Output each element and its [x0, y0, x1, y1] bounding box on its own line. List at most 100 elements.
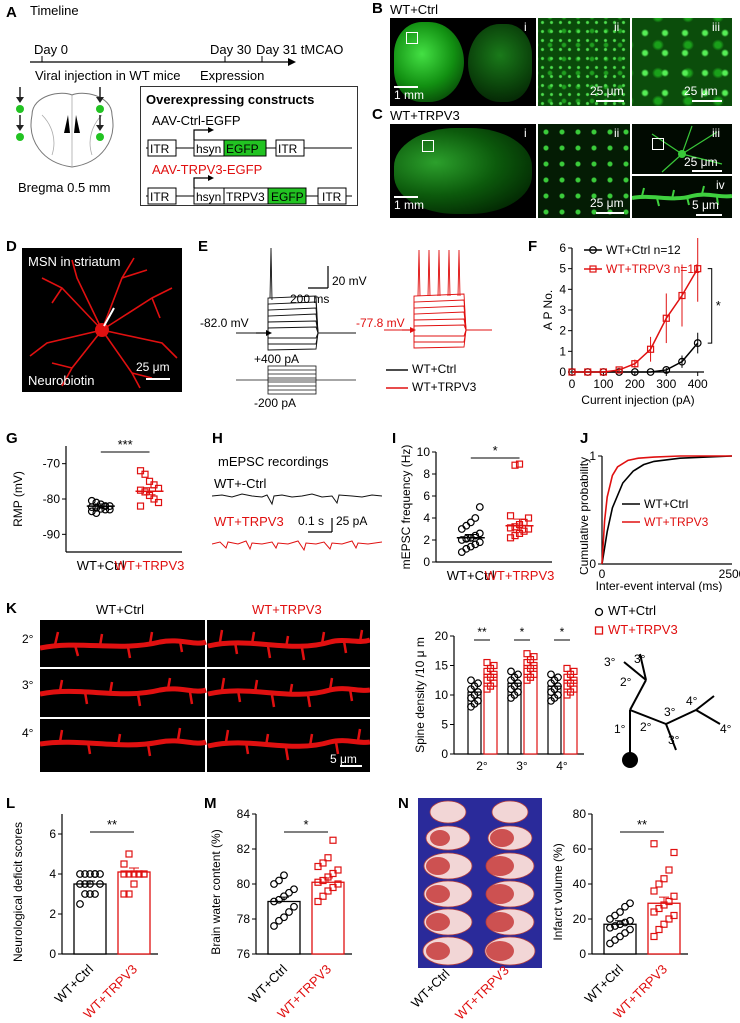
i-point — [462, 534, 471, 543]
j-legend-label: WT+Ctrl — [644, 497, 688, 511]
l-point — [86, 890, 94, 898]
panel-j-label: J — [580, 430, 589, 447]
b-zoom-image — [632, 18, 732, 106]
l-point — [81, 890, 89, 898]
e-v-ctrl: -82.0 mV — [200, 316, 249, 330]
m-point — [270, 922, 278, 930]
day0-label: Day 0 — [34, 42, 68, 57]
l-point — [120, 890, 128, 898]
ctrl-itr-left: ITR — [150, 142, 170, 156]
brain-section-diagram — [16, 87, 114, 168]
l-y-tick-label: 0 — [49, 947, 56, 961]
n-point — [626, 899, 634, 908]
m-y-tick-label: 76 — [237, 947, 251, 961]
trpv3-construct-map — [146, 175, 352, 205]
m-y-tick-label: 82 — [237, 842, 251, 856]
day31-label: Day 31 tMCAO — [256, 42, 344, 57]
i-point — [520, 527, 528, 535]
panel-b-title: WT+Ctrl — [390, 2, 439, 17]
g-y-tick-label: -70 — [43, 457, 61, 471]
ctrl-construct-name: AAV-Ctrl-EGFP — [152, 113, 241, 128]
f-point — [678, 291, 686, 300]
l-point — [120, 870, 128, 878]
f-point — [678, 357, 686, 366]
day30-label: Day 30 — [210, 42, 252, 57]
m-point — [334, 880, 342, 888]
f-sig-label: * — [716, 298, 721, 313]
f-legend-point — [589, 246, 597, 254]
m-point — [324, 854, 332, 862]
c-scale-mm: 1 mm — [394, 198, 424, 212]
l-x-label-ctrl: WT+Ctrl — [52, 961, 97, 1006]
m-point — [334, 866, 342, 874]
n-y-tick-label: 40 — [573, 877, 587, 891]
k-tree-label-5: 3° — [664, 705, 676, 719]
g-y-label: RMP (mV) — [11, 471, 25, 527]
panel-i-label: I — [392, 430, 397, 447]
panel-b-label: B — [372, 0, 383, 17]
g-point — [141, 470, 149, 478]
i-point — [511, 461, 519, 469]
m-point — [314, 878, 322, 886]
n-y-tick-label: 80 — [573, 807, 587, 821]
i-point — [475, 529, 484, 538]
constructs-box — [140, 86, 358, 206]
f-x-label: Current injection (pA) — [581, 393, 694, 407]
k-x-tick-label: 3° — [516, 759, 528, 773]
i-x-label-ctrl: WT+Ctrl — [447, 568, 495, 583]
k-y-tick-label: 20 — [435, 629, 449, 643]
f-x-tick-label: 400 — [688, 377, 708, 391]
g-point — [154, 498, 163, 507]
n-y-tick-label: 0 — [579, 947, 586, 961]
d-scale: 25 μm — [136, 360, 170, 374]
timeline-axis — [30, 56, 296, 66]
f-sig-bracket — [707, 268, 713, 344]
c-whole-brain-image — [390, 124, 536, 218]
n-point — [655, 880, 663, 888]
i-point — [462, 521, 471, 530]
l-point — [76, 900, 84, 908]
f-x-tick-label: 300 — [656, 377, 676, 391]
k-point — [514, 670, 522, 679]
l-point — [96, 870, 104, 878]
b-scale-bar-um2 — [692, 100, 722, 102]
k-point — [563, 664, 571, 673]
e-trpv3-traces — [384, 249, 492, 349]
panel-l-label: L — [6, 795, 16, 812]
b-i-label: i — [524, 20, 527, 34]
f-point — [599, 368, 608, 376]
m-point — [319, 859, 327, 867]
m-y-tick-label: 84 — [237, 807, 251, 821]
j-y-label: Cumulative probability — [580, 457, 591, 575]
k-sig-label: * — [520, 625, 525, 639]
k-y-label: Spine density /10 μ m — [413, 637, 427, 753]
n-img-label-trpv3: WT+TRPV3 — [452, 962, 512, 1023]
b-whole-brain-image — [390, 18, 536, 106]
k-point — [530, 653, 538, 661]
k-point — [554, 682, 562, 691]
k-row-2: 2° — [22, 632, 34, 646]
bregma-label: Bregma 0.5 mm — [18, 180, 111, 195]
f-y-tick-label: 3 — [559, 303, 566, 317]
h-ctrl-label: WT+-Ctrl — [214, 476, 267, 491]
m-x-label-ctrl: WT+Ctrl — [246, 961, 291, 1006]
f-x-tick-label: 0 — [569, 377, 576, 391]
n-img-label-ctrl: WT+Ctrl — [408, 966, 453, 1011]
n-x-label-ctrl: WT+Ctrl — [582, 961, 627, 1006]
c-scale-bar-um1 — [596, 212, 624, 214]
k-col-trpv3: WT+TRPV3 — [252, 602, 322, 617]
e-traces — [236, 247, 492, 395]
i-y-tick-label: 0 — [423, 555, 430, 569]
m-point — [275, 876, 283, 885]
f-point — [631, 360, 639, 368]
n-point — [655, 925, 663, 934]
j-y-tick-label: 1 — [589, 449, 596, 463]
f-point — [694, 265, 702, 273]
k-point — [570, 667, 578, 676]
i-y-tick-label: 8 — [423, 467, 430, 481]
i-point — [471, 531, 480, 540]
m-bar — [311, 881, 345, 955]
n-point — [616, 908, 624, 916]
trpv3-construct-name: AAV-TRPV3-EGFP — [152, 162, 263, 177]
